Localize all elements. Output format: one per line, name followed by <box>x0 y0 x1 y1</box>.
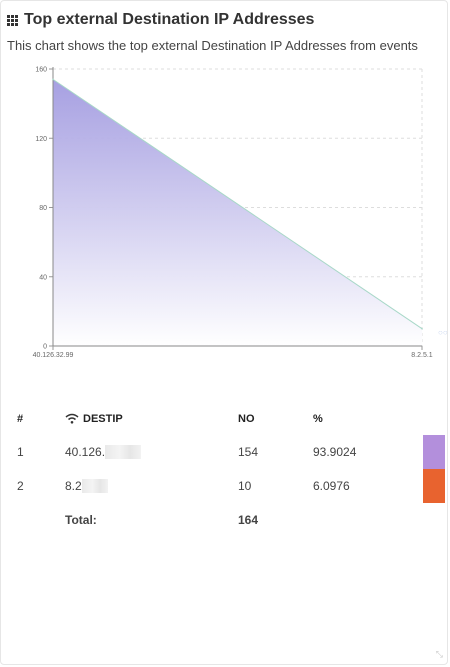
x-tick-label: 40.126.32.99 <box>33 352 74 359</box>
y-tick-label: 80 <box>39 205 47 212</box>
area-chart: 0 40 80 120 160 40.126.32.99 8.2.5.1 ○○ <box>33 67 448 360</box>
row-color-swatch <box>423 435 445 469</box>
header-num[interactable]: # <box>17 413 24 425</box>
y-tick-label: 160 <box>35 67 47 74</box>
series-line <box>52 78 423 330</box>
y-tick-label: 0 <box>43 344 47 351</box>
widget-subtitle: This chart shows the top external Destin… <box>7 38 418 53</box>
row-no: 10 <box>238 479 252 493</box>
series-area <box>53 79 422 346</box>
row-pct: 93.9024 <box>313 445 357 459</box>
row-pct: 6.0976 <box>313 479 350 493</box>
row-swatch-cell <box>413 435 445 469</box>
widget-header: Top external Destination IP Addresses <box>7 11 314 29</box>
chart-marks <box>52 78 423 330</box>
y-tick-label: 120 <box>35 136 47 143</box>
redacted-block <box>81 479 108 493</box>
row-no: 154 <box>238 445 259 459</box>
chart-axes: 0 40 80 120 160 40.126.32.99 8.2.5.1 <box>33 67 433 360</box>
row-ip-text: 40.126. <box>65 445 106 459</box>
total-spacer <box>7 503 55 537</box>
resize-icon[interactable]: ⤡ <box>435 649 443 659</box>
widget-title: Top external Destination IP Addresses <box>24 11 315 28</box>
y-tick-label: 40 <box>39 274 47 281</box>
header-swatch <box>413 403 445 435</box>
header-pct[interactable]: % <box>313 413 323 425</box>
row-ip[interactable]: 40.126. <box>55 435 228 469</box>
destip-table: # DESTIP NO % 1 40.126. 154 93.9024 <box>7 403 445 537</box>
total-spacer <box>413 503 445 537</box>
data-point[interactable] <box>52 78 54 81</box>
redacted-block <box>105 445 142 459</box>
row-num: 2 <box>17 479 24 493</box>
row-ip-text: 8.2 <box>65 479 82 493</box>
total-label: Total: <box>65 513 97 527</box>
row-ip[interactable]: 8.2 <box>55 469 228 503</box>
grid-icon[interactable] <box>7 14 18 26</box>
header-destip-label: DESTIP <box>83 413 123 425</box>
table-row[interactable]: 2 8.2 10 6.0976 <box>7 469 445 503</box>
header-destip[interactable]: DESTIP <box>55 403 228 435</box>
header-no[interactable]: NO <box>238 413 255 425</box>
wifi-icon <box>65 413 79 424</box>
x-tick-label: 8.2.5.1 <box>411 352 433 359</box>
table-header-row: # DESTIP NO % <box>7 403 445 435</box>
legend-toggle-icon[interactable]: ○○ <box>438 328 448 337</box>
table-total-row: Total: 164 <box>7 503 445 537</box>
row-color-swatch <box>423 469 445 503</box>
total-no: 164 <box>238 513 259 527</box>
row-num: 1 <box>17 445 24 459</box>
table-row[interactable]: 1 40.126. 154 93.9024 <box>7 435 445 469</box>
total-spacer <box>303 503 413 537</box>
row-swatch-cell <box>413 469 445 503</box>
data-point[interactable] <box>421 327 423 330</box>
